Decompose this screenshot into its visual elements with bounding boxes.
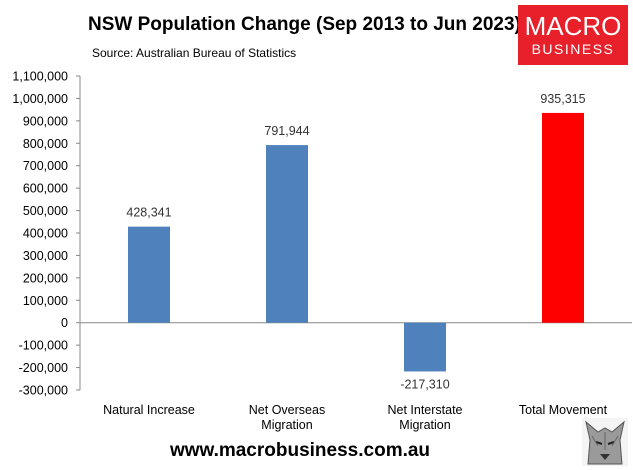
y-tick-label: 1,000,000 bbox=[12, 92, 68, 106]
data-label: 428,341 bbox=[126, 206, 171, 220]
bar bbox=[128, 226, 170, 323]
bar bbox=[542, 112, 584, 323]
data-labels: 428,341 791,944 -217,310 935,315 bbox=[126, 92, 585, 392]
y-tick-label: 900,000 bbox=[23, 114, 68, 128]
logo-line-1: MACRO bbox=[525, 11, 622, 41]
logo-background bbox=[518, 5, 628, 65]
y-tick-label: 800,000 bbox=[23, 137, 68, 151]
bar bbox=[266, 145, 308, 323]
y-tick-label: 700,000 bbox=[23, 159, 68, 173]
y-tick-label: -300,000 bbox=[19, 384, 68, 398]
category-label: Natural Increase bbox=[103, 403, 195, 417]
category-label: Net Interstate Migration bbox=[387, 403, 462, 432]
category-label: Total Movement bbox=[519, 403, 608, 417]
y-tick-label: 100,000 bbox=[23, 294, 68, 308]
y-tick-label: 600,000 bbox=[23, 182, 68, 196]
category-labels: Natural Increase Net Overseas Migration Net… bbox=[103, 403, 608, 432]
y-tick-label: 1,100,000 bbox=[12, 70, 68, 84]
data-label: 791,944 bbox=[264, 124, 309, 138]
data-label: 935,315 bbox=[540, 92, 585, 106]
y-tick-label: -200,000 bbox=[19, 361, 68, 375]
website-url: www.macrobusiness.com.au bbox=[169, 440, 430, 461]
y-tick-label: 500,000 bbox=[23, 204, 68, 218]
y-tick-label: 200,000 bbox=[23, 271, 68, 285]
chart-source: Source: Australian Bureau of Statistics bbox=[92, 46, 296, 60]
logo-line-2: BUSINESS bbox=[532, 41, 615, 57]
y-axis: 1,100,000 1,000,000 900,000 800,000 700,000 6… bbox=[12, 70, 632, 398]
bars bbox=[128, 112, 584, 372]
macrobusiness-logo: MACRO BUSINESS bbox=[518, 5, 628, 65]
chart-title: NSW Population Change (Sep 2013 to Jun 2… bbox=[88, 14, 521, 35]
y-tick-label: 400,000 bbox=[23, 227, 68, 241]
y-tick-label: -100,000 bbox=[19, 339, 68, 353]
wolf-icon bbox=[582, 418, 628, 466]
y-tick-label: 0 bbox=[61, 316, 68, 330]
data-label: -217,310 bbox=[400, 377, 449, 391]
category-label: Net Overseas Migration bbox=[249, 403, 325, 432]
y-tick-label: 300,000 bbox=[23, 249, 68, 263]
bar bbox=[404, 322, 446, 372]
